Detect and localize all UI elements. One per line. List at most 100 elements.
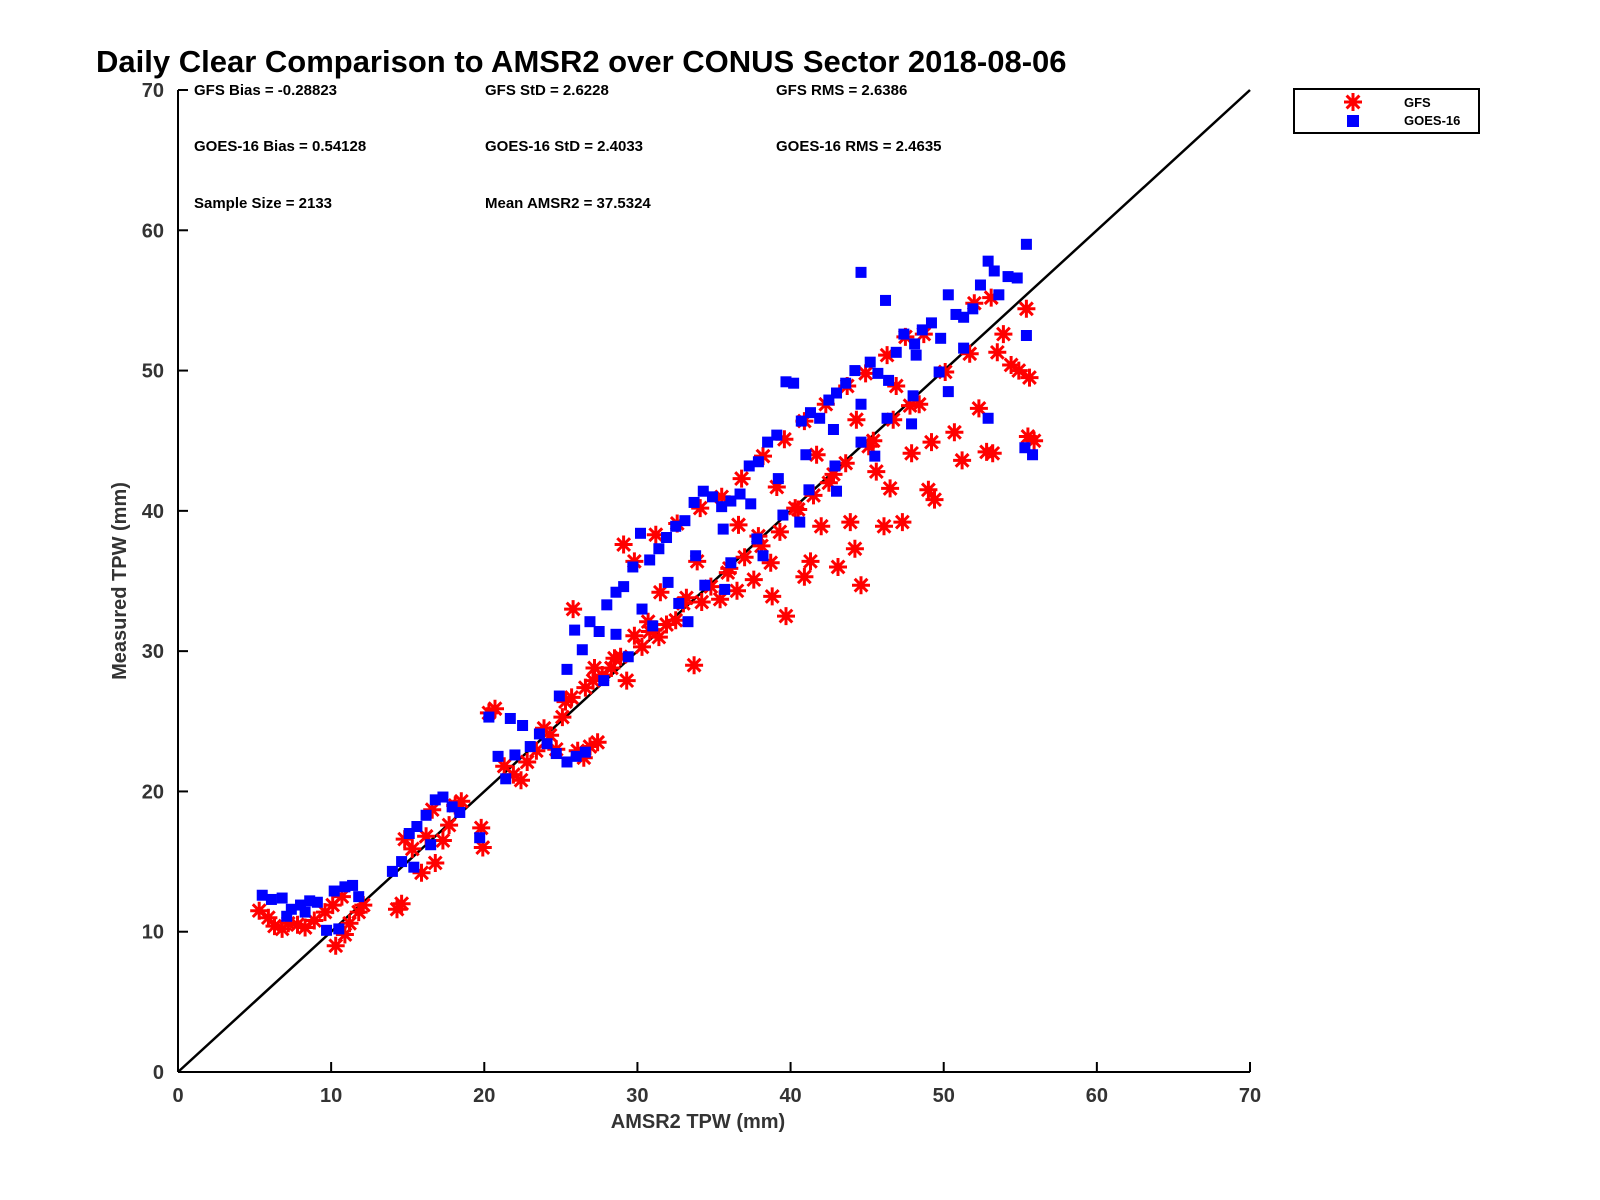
gfs-point — [250, 901, 269, 920]
gfs-point — [332, 887, 351, 906]
goes16-point — [386, 865, 398, 877]
gfs-point — [426, 854, 445, 872]
gfs-point — [812, 517, 831, 536]
goes16-point — [872, 367, 884, 379]
gfs-point — [988, 343, 1007, 362]
gfs-point — [732, 469, 751, 488]
goes16-point — [831, 485, 843, 497]
goes16-point — [610, 586, 622, 598]
y-tick-label: 30 — [142, 641, 164, 663]
gfs-point — [761, 553, 780, 572]
goes16-point — [840, 377, 852, 389]
goes16-point — [500, 773, 512, 785]
goes16-point — [823, 394, 835, 406]
gfs-point — [614, 535, 633, 554]
gfs-point — [893, 513, 912, 532]
gfs-point — [824, 465, 843, 484]
legend-gfs-marker — [1344, 93, 1362, 111]
goes16-point — [561, 663, 573, 675]
gfs-point — [688, 552, 707, 571]
goes16-point — [550, 748, 562, 760]
goes16-point — [699, 579, 711, 591]
goes16-point — [1002, 271, 1014, 283]
goes16-point — [618, 581, 630, 593]
gfs-point — [649, 628, 668, 647]
goes16-point — [593, 626, 605, 638]
gfs-point — [841, 513, 860, 532]
goes16-point — [328, 885, 340, 897]
goes16-point — [408, 861, 420, 873]
goes16-point — [942, 289, 954, 301]
gfs-point — [473, 838, 492, 857]
gfs-point — [910, 395, 929, 414]
gfs-point — [1025, 431, 1044, 450]
goes16-point — [561, 756, 573, 768]
goes16-point — [907, 390, 919, 402]
gfs-point — [836, 454, 855, 473]
gfs-point — [625, 552, 644, 571]
x-tick-label: 40 — [779, 1085, 801, 1107]
gfs-point — [983, 444, 1002, 463]
goes16-point — [967, 303, 979, 315]
goes16-point — [855, 398, 867, 410]
gfs-point — [527, 741, 546, 760]
goes16-point — [1019, 442, 1031, 454]
goes16-point — [1020, 238, 1032, 250]
goes16-point — [662, 576, 674, 588]
goes16-point — [333, 923, 345, 935]
gfs-point — [953, 451, 972, 470]
goes16-point — [509, 749, 521, 761]
gfs-point — [902, 444, 921, 463]
goes16-point — [634, 527, 646, 539]
gfs-point — [1017, 299, 1036, 318]
goes16-point — [898, 328, 910, 340]
goes16-point — [772, 473, 784, 485]
gfs-point — [965, 294, 984, 313]
stat-gfs-rms: GFS RMS = 2.6386 — [776, 82, 907, 99]
chart-title: Daily Clear Comparison to AMSR2 over CON… — [96, 44, 1067, 79]
goes16-point — [673, 597, 685, 609]
x-tick-label: 0 — [172, 1085, 183, 1107]
gfs-point — [960, 344, 979, 363]
gfs-point — [354, 896, 373, 915]
gfs-point — [617, 671, 636, 690]
goes16-point — [794, 516, 806, 528]
gfs-point — [412, 863, 431, 882]
gfs-point — [856, 364, 875, 383]
goes16-point — [429, 794, 441, 806]
gfs-point — [392, 894, 411, 913]
gfs-point — [1020, 368, 1039, 387]
goes16-point — [725, 495, 737, 507]
goes16-point — [910, 349, 922, 361]
gfs-point — [887, 377, 906, 395]
gfs-point — [323, 896, 342, 915]
goes16-point — [321, 924, 333, 936]
legend-gfs-label: GFS — [1404, 95, 1431, 110]
gfs-point — [754, 447, 772, 466]
gfs-point — [564, 600, 583, 619]
gfs-point — [884, 410, 903, 429]
goes16-point — [533, 728, 545, 740]
gfs-point — [712, 487, 731, 506]
gfs-point — [666, 611, 685, 630]
axes — [177, 90, 1250, 1073]
gfs-point — [729, 515, 748, 534]
gfs-point — [423, 800, 442, 819]
goes16-point — [524, 741, 536, 753]
goes16-point — [780, 376, 792, 388]
x-tick-label: 60 — [1086, 1085, 1108, 1107]
goes16-point — [295, 899, 307, 911]
gfs-point — [735, 548, 754, 567]
gfs-point — [875, 517, 893, 536]
gfs-point — [925, 490, 944, 509]
gfs-point — [691, 499, 710, 518]
y-tick-label: 70 — [142, 80, 164, 102]
x-tick-label: 30 — [626, 1085, 648, 1107]
legend-box — [1293, 88, 1480, 134]
gfs-point — [535, 719, 553, 738]
x-tick-label: 50 — [933, 1085, 955, 1107]
gfs-point — [919, 480, 938, 499]
gfs-point — [640, 622, 659, 641]
goes16-point — [771, 429, 783, 441]
